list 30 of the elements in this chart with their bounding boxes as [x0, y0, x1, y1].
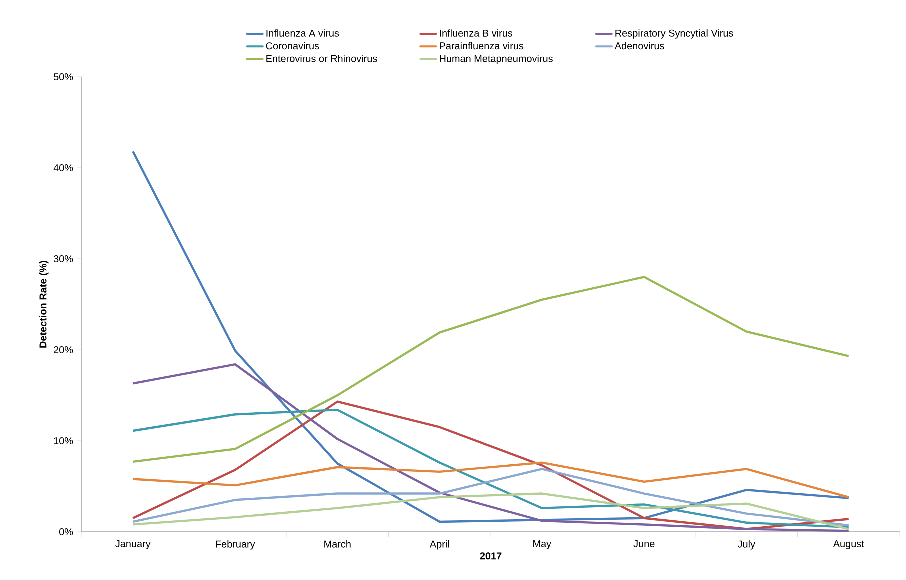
x-axis-title: 2017 [480, 552, 502, 560]
y-tick-label: 0% [59, 528, 74, 536]
x-tick-label: February [216, 540, 256, 550]
line-series [132, 150, 850, 524]
x-tick-label: June [634, 540, 655, 548]
legend-label: Enterovirus or Rhinovirus [266, 54, 378, 62]
legend-label: Coronavirus [266, 42, 320, 50]
y-tick-label: 40% [54, 164, 74, 172]
line-series [132, 468, 850, 527]
y-tick-label: 50% [54, 73, 74, 81]
x-tick-label: March [324, 540, 351, 548]
line-series [132, 492, 850, 530]
legend-label: Parainfluenza virus [440, 42, 524, 50]
y-tick-label: 20% [54, 346, 74, 354]
x-tick-label: August [833, 540, 864, 550]
y-tick-label: 30% [54, 255, 74, 263]
x-tick-label: July [738, 540, 756, 550]
x-tick-label: April [430, 540, 450, 550]
y-axis-title: Detection Rate (%) [39, 260, 49, 348]
x-tick-label: May [534, 540, 552, 550]
legend-label: Influenza A virus [266, 30, 340, 37]
legend-label: Influenza B virus [440, 30, 513, 37]
legend-label: Human Metapneumovirus [440, 54, 553, 64]
y-tick-label: 10% [54, 437, 74, 445]
x-tick-label: January [116, 540, 151, 550]
line-series [132, 363, 850, 532]
legend-label: Adenovirus [614, 42, 664, 50]
line-series [132, 462, 850, 499]
legend-label: Respiratory Syncytial Virus [616, 30, 734, 39]
line-series [132, 276, 850, 464]
